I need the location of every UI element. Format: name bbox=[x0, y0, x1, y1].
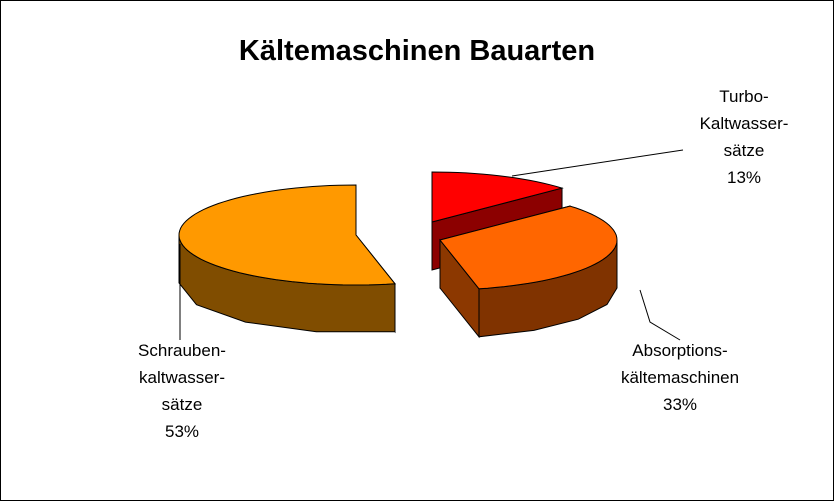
slice-label: Turbo-Kaltwasser-sätze bbox=[700, 87, 789, 160]
chart-title: Kältemaschinen Bauarten bbox=[239, 35, 595, 67]
slice bbox=[431, 171, 564, 223]
slice bbox=[439, 205, 618, 290]
value-label: 33% bbox=[663, 395, 697, 414]
slice bbox=[178, 184, 396, 286]
leader-line bbox=[639, 289, 681, 341]
leader-line bbox=[511, 149, 684, 177]
value-label: 13% bbox=[727, 168, 761, 187]
slice-label: Absorptions-kältemaschinen bbox=[621, 341, 739, 387]
slice-label: Schrauben-kaltwasser-sätze bbox=[138, 341, 226, 414]
value-label: 53% bbox=[165, 422, 199, 441]
